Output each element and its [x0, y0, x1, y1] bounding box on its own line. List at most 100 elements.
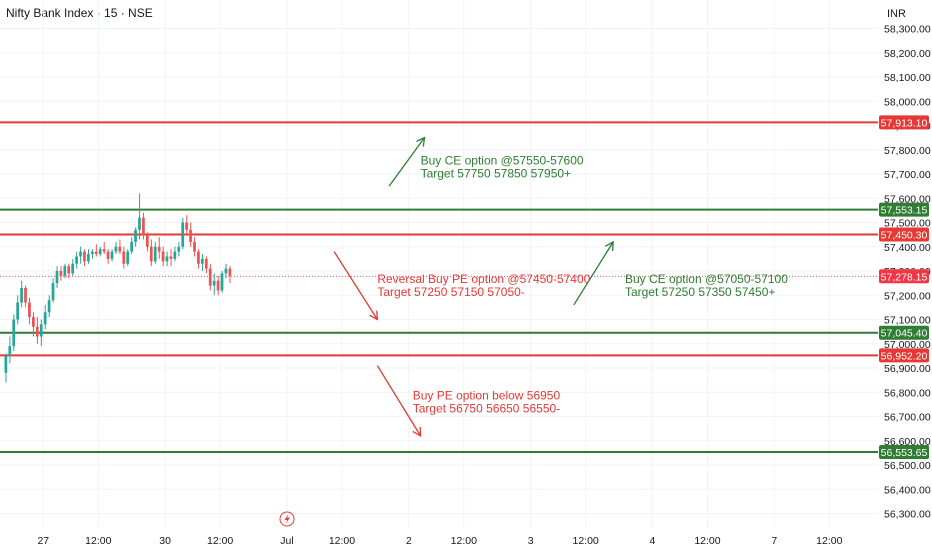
candle-body [165, 256, 169, 262]
price-tag-label: 56,952.20 [881, 350, 928, 362]
arrow-shaft [376, 365, 422, 437]
price-tag [879, 115, 929, 130]
x-tick-label: 7 [771, 535, 777, 547]
candle-body [216, 280, 220, 291]
arrow-shaft [573, 241, 614, 306]
candle-body [220, 273, 224, 291]
y-tick-label: 56,900.00 [884, 363, 931, 375]
y-tick-label: 57,100.00 [884, 315, 931, 327]
candle-body [75, 256, 78, 264]
candle-body [32, 317, 35, 327]
x-tick-label: 12:00 [329, 535, 355, 547]
y-tick-label: 58,200.00 [884, 48, 931, 60]
arrow-head [416, 136, 426, 147]
price-tag [879, 348, 929, 363]
candle-body [43, 312, 47, 325]
candle-body [212, 280, 216, 286]
price-tag-label: 57,045.40 [881, 328, 928, 340]
candle-body [122, 251, 126, 264]
candle-body [71, 263, 75, 274]
candle-body [63, 266, 67, 276]
candle-body [224, 268, 228, 274]
candle-body [185, 222, 189, 230]
y-tick-label: 56,800.00 [884, 387, 931, 399]
x-tick-label: 12:00 [572, 535, 598, 547]
price-tag-label: 57,450.30 [881, 230, 928, 242]
candle-body [35, 326, 39, 337]
candle-body [189, 229, 192, 242]
y-tick-label: 58,000.00 [884, 96, 931, 108]
candle-body [126, 251, 130, 264]
x-tick-label: 12:00 [816, 535, 842, 547]
x-tick-label: 12:00 [694, 535, 720, 547]
candle-body [16, 302, 20, 320]
candle-body [67, 266, 71, 274]
arrow-shaft [333, 251, 378, 320]
price-tag [879, 444, 929, 459]
y-tick-label: 56,700.00 [884, 412, 931, 424]
annotation-text: Target 57250 57350 57450+ [625, 285, 775, 299]
y-tick-label: 56,400.00 [884, 484, 931, 496]
price-tag-label: 56,553.65 [881, 447, 928, 459]
chart-title: Nifty Bank Index · 15 · NSE [6, 6, 153, 20]
arrow-shaft [388, 137, 426, 187]
candle-body [134, 229, 137, 242]
y-tick-label: 57,700.00 [884, 169, 931, 181]
candle-body [130, 241, 133, 252]
candle-body [47, 300, 51, 313]
arrow-head [604, 240, 614, 251]
x-tick-label: 2 [406, 535, 412, 547]
x-tick-label: 4 [650, 535, 656, 547]
y-tick-label: 57,000.00 [884, 339, 931, 351]
y-tick-label: 57,500.00 [884, 218, 931, 230]
candle-body [169, 256, 173, 259]
candle-body [157, 246, 161, 252]
candle-body [12, 319, 16, 347]
x-tick-label: 3 [528, 535, 534, 547]
candle-body [55, 271, 59, 284]
candle-body [193, 241, 196, 252]
candle-body [39, 324, 43, 337]
candle-body [79, 251, 82, 257]
candle-body [204, 258, 208, 269]
annotation-text: Target 57750 57850 57950+ [421, 166, 571, 180]
price-tag [879, 325, 929, 340]
y-tick-label: 56,600.00 [884, 436, 931, 448]
annotation-text: Target 57250 57150 57050- [377, 285, 524, 299]
candle-body [102, 249, 106, 252]
annotation-text: Buy PE option below 56950 [413, 389, 561, 403]
currency-label: INR [887, 8, 906, 20]
y-tick-label: 56,500.00 [884, 460, 931, 472]
price-tag-label: 57,913.10 [881, 117, 928, 129]
candle-body [149, 246, 153, 262]
candle-body [197, 251, 200, 264]
candle-body [98, 249, 102, 255]
candle-body [8, 346, 12, 356]
candle-body [114, 246, 118, 252]
candle-body [153, 246, 157, 262]
candle-body [173, 251, 177, 259]
price-tag [879, 202, 929, 217]
candle-body [177, 246, 181, 252]
x-tick-label: Jul [280, 535, 293, 547]
annotation-text: Target 56750 56650 56550- [413, 402, 560, 416]
candle-body [59, 271, 63, 276]
arrow-head [369, 310, 379, 321]
candle-body [106, 251, 110, 259]
lightning-icon-glyph [284, 514, 290, 524]
candle-body [201, 258, 204, 264]
candle-body [118, 246, 122, 252]
y-tick-label: 57,600.00 [884, 193, 931, 205]
annotation-text: Reversal Buy PE option @57450-57400 [377, 272, 590, 286]
y-tick-label: 57,800.00 [884, 145, 931, 157]
candle-body [228, 268, 232, 276]
candle-body [181, 222, 185, 247]
candle-body [24, 287, 27, 303]
candle-body [28, 302, 31, 318]
arrow-head [412, 426, 422, 438]
x-tick-label: 12:00 [85, 535, 111, 547]
price-tag [879, 227, 929, 242]
candle-body [94, 251, 98, 255]
y-tick-label: 58,300.00 [884, 24, 931, 36]
